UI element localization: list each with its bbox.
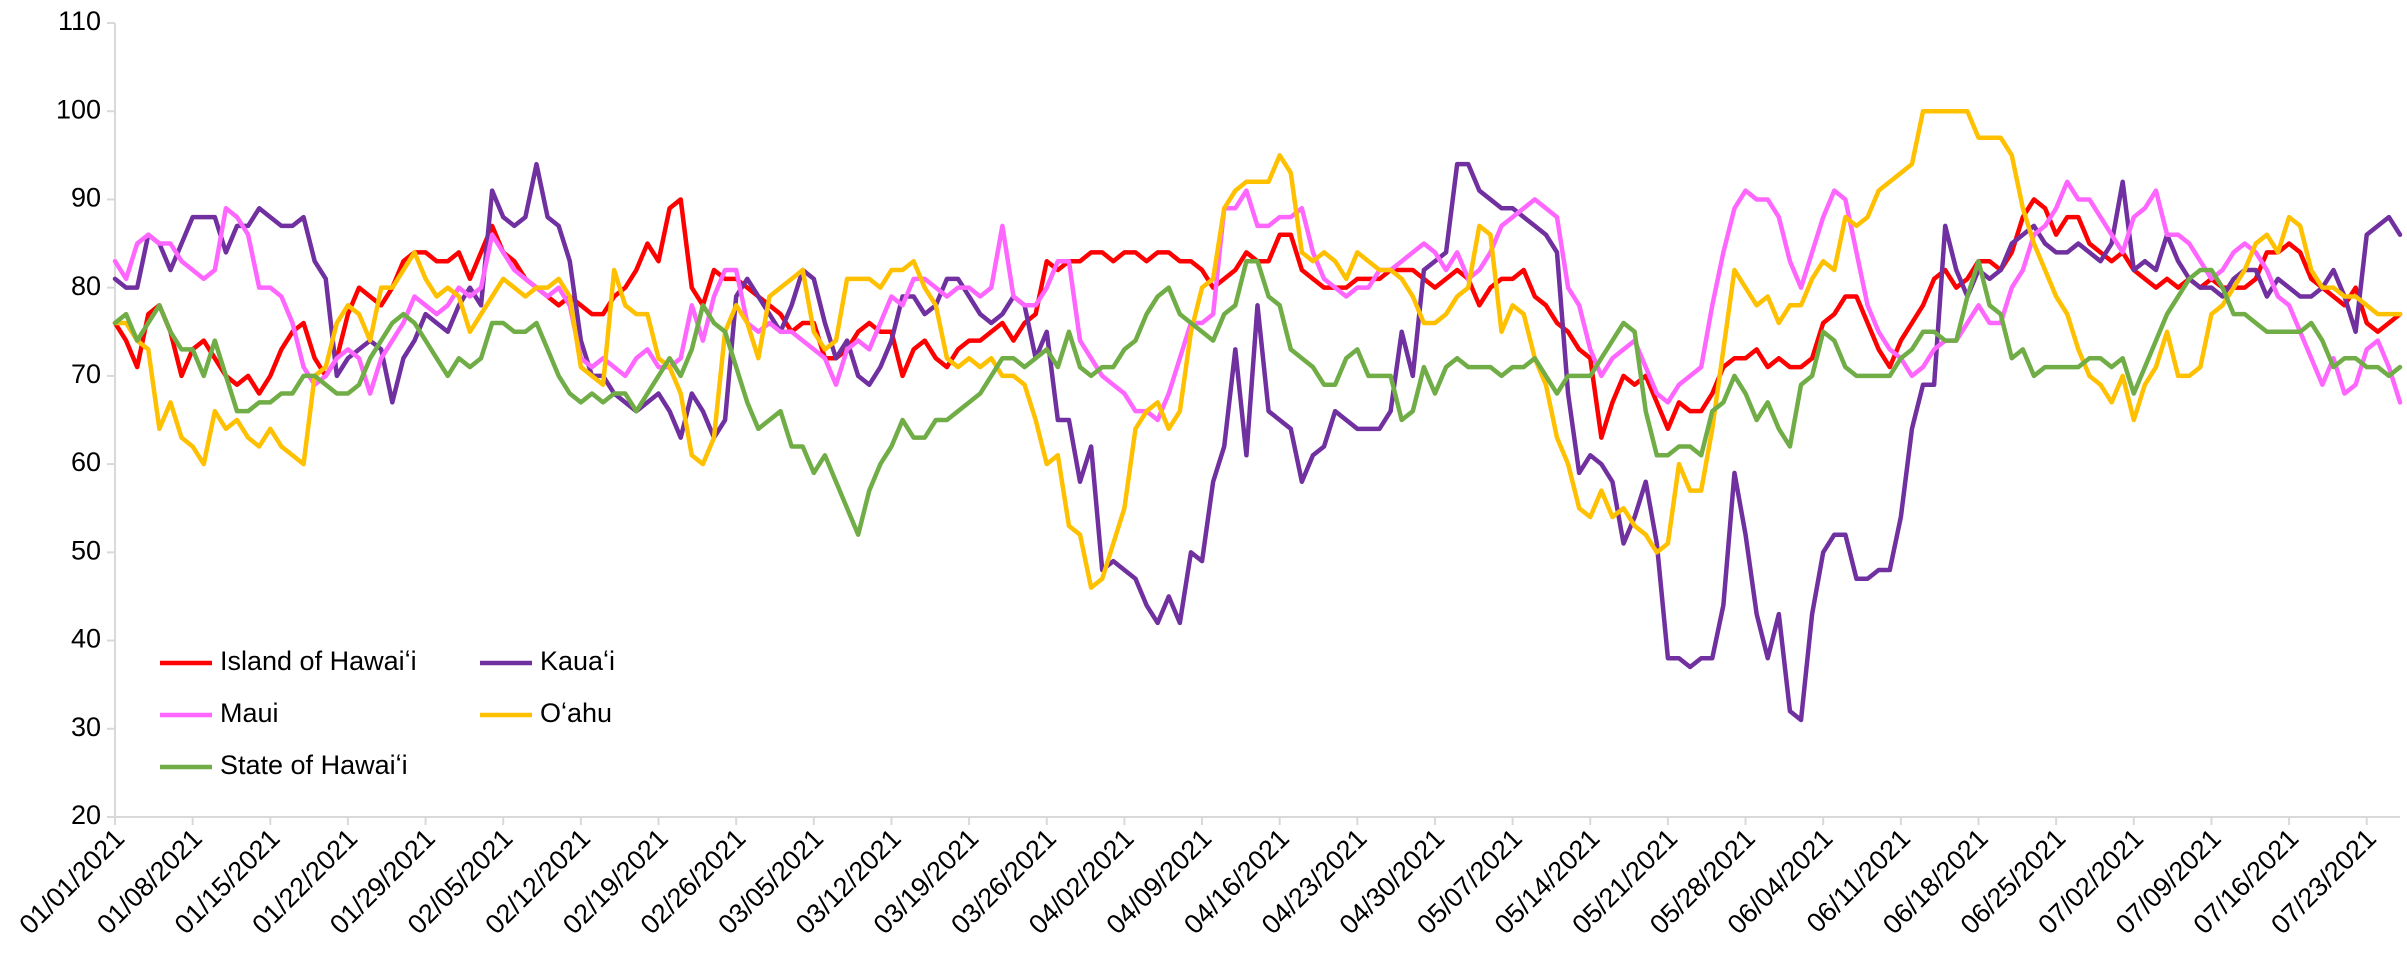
legend-label: Maui (220, 698, 279, 728)
series-line (112, 258, 2403, 537)
legend-label: Island of Hawaiʻi (220, 646, 417, 676)
axes: 203040506070809010011001/01/202101/08/20… (14, 6, 2400, 940)
y-tick-label: 40 (71, 624, 101, 654)
series-line (112, 108, 2403, 590)
y-tick-label: 50 (71, 535, 101, 565)
series-line (112, 161, 2403, 723)
legend: Island of Hawaiʻi Kauaʻi Maui Oʻahu State of… (160, 646, 615, 780)
y-tick-label: 110 (58, 6, 101, 36)
legend-label: Oʻahu (540, 698, 612, 728)
y-tick-label: 60 (71, 447, 101, 477)
y-tick-label: 80 (71, 271, 101, 301)
y-tick-label: 90 (71, 183, 101, 213)
y-tick-label: 70 (71, 359, 101, 389)
series-lines (112, 108, 2403, 723)
y-tick-label: 100 (56, 94, 101, 124)
legend-label: Kauaʻi (540, 646, 615, 676)
y-tick-label: 30 (71, 712, 101, 742)
y-tick-label: 20 (71, 800, 101, 830)
series-line (112, 179, 2403, 423)
legend-label: State of Hawaiʻi (220, 750, 408, 780)
